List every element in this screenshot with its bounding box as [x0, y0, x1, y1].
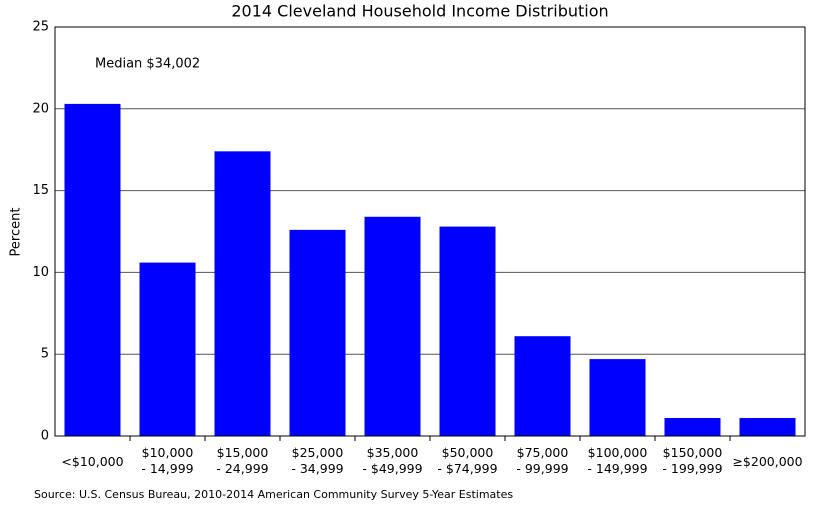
x-tick-label: $150,000 - 199,999	[662, 445, 723, 476]
bar	[289, 229, 346, 436]
y-tick-label: 15	[32, 183, 49, 198]
bar	[214, 151, 271, 436]
x-tick-label: $10,000 - 14,999	[141, 445, 194, 476]
x-tick-label: $100,000 - 149,999	[587, 445, 648, 476]
bar	[439, 226, 496, 436]
bar	[139, 262, 196, 436]
bar	[514, 336, 571, 436]
y-tick-label: 10	[32, 265, 49, 280]
bar	[64, 103, 121, 436]
x-tick-label: ≥$200,000	[732, 454, 803, 469]
source-note: Source: U.S. Census Bureau, 2010-2014 Am…	[34, 488, 513, 501]
x-tick-label: $35,000 - $49,999	[362, 445, 423, 476]
x-tick-label: $15,000 - 24,999	[216, 445, 269, 476]
bar	[739, 418, 796, 436]
x-tick-label: $50,000 - $74,999	[437, 445, 498, 476]
bar	[364, 216, 421, 436]
x-tick-label: $25,000 - 34,999	[291, 445, 344, 476]
chart-title: 2014 Cleveland Household Income Distribu…	[231, 2, 608, 21]
plot-frame	[54, 26, 806, 437]
y-tick-label: 0	[41, 429, 49, 444]
x-tick-label: $75,000 - 99,999	[516, 445, 569, 476]
bar	[664, 418, 721, 436]
y-tick-label: 20	[32, 101, 49, 116]
bar	[589, 359, 646, 436]
y-tick-label: 5	[41, 347, 49, 362]
y-axis-label: Percent	[9, 208, 24, 257]
annotation: Median $34,002	[95, 57, 200, 72]
y-tick-label: 25	[32, 20, 49, 35]
x-tick-label: <$10,000	[61, 454, 124, 469]
